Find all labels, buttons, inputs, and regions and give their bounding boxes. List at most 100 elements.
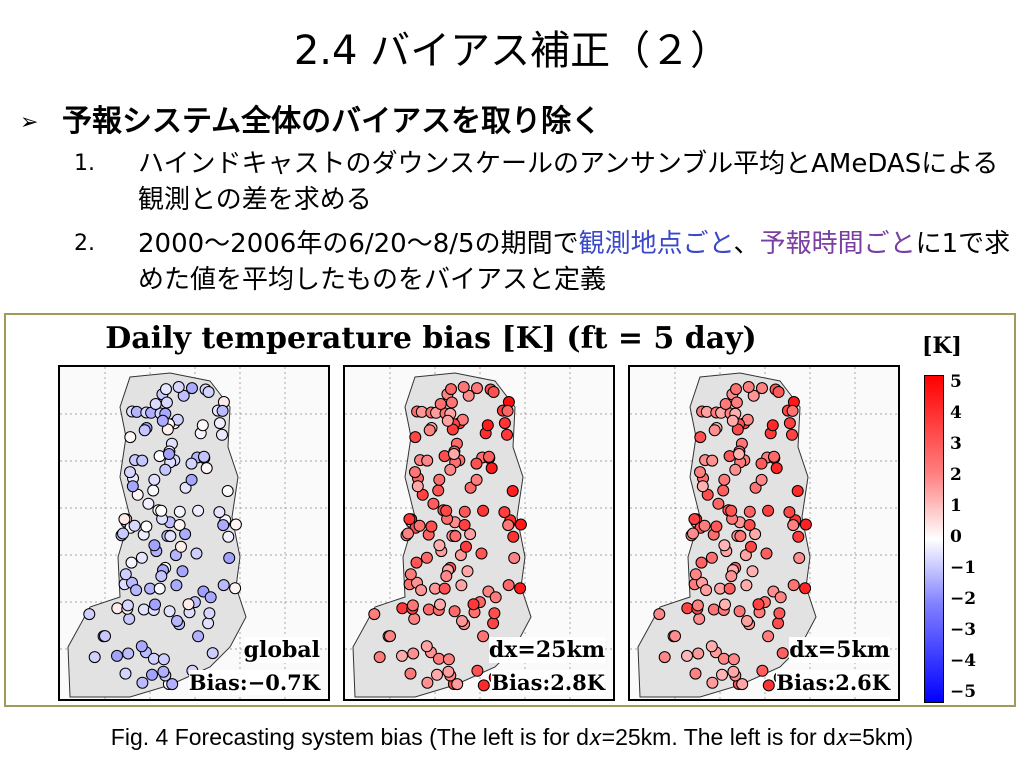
- station-dot: [146, 668, 158, 681]
- station-dot: [421, 454, 434, 467]
- station-dot: [791, 485, 804, 497]
- station-dot: [681, 602, 694, 615]
- station-dot: [172, 381, 185, 393]
- station-dot: [198, 450, 210, 463]
- panel-bias: Bias:2.8K: [491, 670, 605, 695]
- station-dot: [696, 480, 709, 493]
- station-dot: [727, 653, 740, 666]
- station-dot: [756, 664, 769, 677]
- panel-bias: Bias:2.6K: [776, 670, 890, 695]
- station-dot: [716, 668, 728, 681]
- station-dot: [719, 598, 731, 611]
- station-dot: [717, 652, 730, 665]
- station-dot: [138, 424, 151, 437]
- station-dot: [135, 551, 148, 564]
- station-dot: [440, 570, 453, 583]
- station-dot: [140, 520, 153, 533]
- station-dot: [423, 424, 436, 437]
- station-dot: [122, 647, 135, 660]
- station-dot: [196, 419, 209, 432]
- station-dot: [410, 556, 423, 569]
- station-dot: [710, 520, 723, 533]
- colorbar-tick: −3: [950, 620, 977, 640]
- station-dot: [691, 599, 704, 612]
- panel-label: global: [243, 637, 320, 663]
- station-dot: [204, 591, 217, 604]
- station-dot: [192, 630, 205, 643]
- station-dot: [477, 630, 490, 643]
- station-dot: [745, 540, 757, 553]
- station-dot: [128, 519, 141, 532]
- station-dot: [157, 665, 170, 678]
- station-dot: [148, 539, 161, 552]
- station-dot: [455, 579, 468, 592]
- station-dot: [368, 608, 381, 621]
- station-dot: [373, 651, 386, 664]
- station-dot: [221, 485, 234, 497]
- station-dot: [653, 608, 666, 621]
- station-dot: [142, 497, 155, 510]
- station-dot: [425, 520, 438, 533]
- station-dot: [774, 591, 787, 604]
- station-dot: [216, 428, 228, 441]
- station-dot: [502, 519, 515, 532]
- station-dot: [740, 579, 753, 592]
- station-dot: [431, 668, 443, 681]
- station-dot: [179, 481, 192, 494]
- station-dot: [475, 547, 488, 560]
- station-dot: [441, 414, 454, 427]
- station-dot: [793, 552, 806, 564]
- station-dot: [111, 649, 123, 662]
- station-dot: [396, 649, 408, 662]
- station-dot: [483, 450, 495, 463]
- station-dot: [707, 603, 720, 616]
- list-number: 2.: [74, 231, 95, 256]
- station-dot: [708, 424, 721, 437]
- station-dot: [507, 530, 520, 543]
- station-dot: [159, 463, 172, 476]
- main-bullet-text: 予報システム全体のバイアスを取り除く: [62, 104, 602, 139]
- station-dot: [723, 582, 736, 595]
- text-part: 2000～2006年の6/20～8/5の期間で: [138, 229, 579, 259]
- colorbar-tick: 3: [950, 434, 962, 454]
- panel-global: global Bias:−0.7K: [58, 365, 330, 701]
- station-dot: [477, 504, 490, 517]
- station-dot: [406, 599, 419, 612]
- station-dot: [755, 473, 768, 486]
- station-dot: [434, 398, 447, 410]
- station-dot: [130, 584, 143, 597]
- colorbar-tick: −1: [950, 558, 977, 578]
- station-dot: [124, 466, 136, 479]
- station-dot: [726, 414, 739, 427]
- station-dot: [213, 506, 226, 519]
- colorbar: [924, 375, 944, 703]
- station-dot: [467, 598, 480, 611]
- list-text: 2000～2006年の6/20～8/5の期間で観測地点ごと、予報時間ごとに1で求…: [138, 226, 1018, 298]
- station-dot: [743, 519, 756, 531]
- highlight-time: 予報時間ごと: [759, 229, 916, 259]
- station-dot: [420, 640, 433, 653]
- station-dot: [727, 665, 740, 678]
- station-dot: [725, 570, 738, 583]
- station-dot: [506, 485, 519, 497]
- station-dot: [155, 504, 168, 517]
- figure-caption: Fig. 4 Forecasting system bias (The left…: [110, 724, 914, 750]
- station-dot: [700, 584, 713, 597]
- station-dot: [407, 647, 420, 660]
- station-dot: [216, 404, 229, 417]
- station-dot: [755, 457, 768, 470]
- list-text: ハインドキャストのダウンスケールのアンサンブル平均とAMeDASによる観測との差…: [138, 149, 999, 215]
- station-dot: [163, 605, 176, 618]
- station-dot: [689, 667, 702, 680]
- station-dot: [787, 519, 800, 532]
- station-dot: [217, 519, 230, 532]
- station-dot: [163, 448, 175, 460]
- station-dot: [229, 518, 242, 531]
- station-dot: [762, 504, 775, 517]
- station-dot: [164, 530, 177, 543]
- station-dot: [799, 582, 812, 595]
- station-dot: [460, 540, 472, 553]
- map-dx25: [345, 367, 613, 699]
- station-dot: [773, 607, 786, 620]
- station-dot: [458, 505, 471, 518]
